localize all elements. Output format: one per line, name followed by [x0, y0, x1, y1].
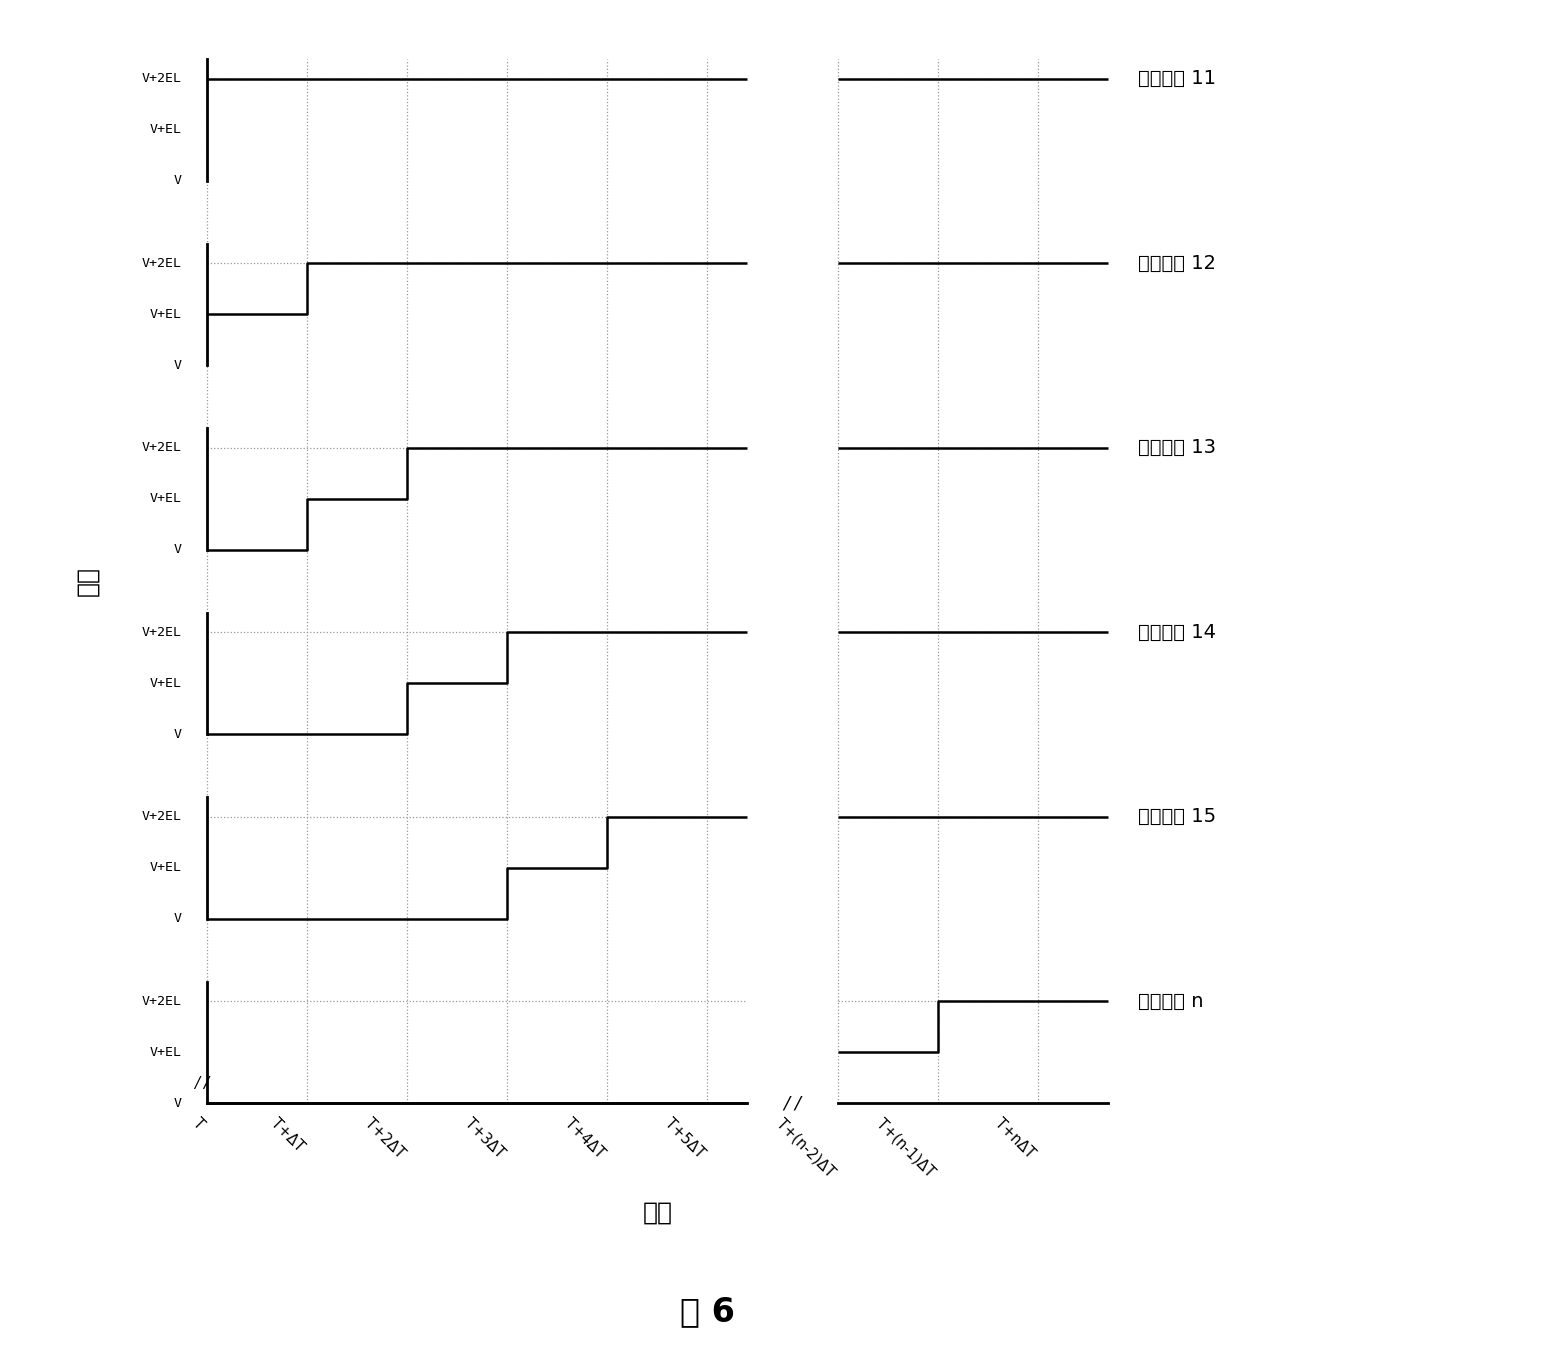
- Text: 漂移电极 12: 漂移电极 12: [1138, 253, 1216, 272]
- Text: T+(n-2)ΔT: T+(n-2)ΔT: [773, 1116, 837, 1179]
- Text: T+5ΔT: T+5ΔT: [662, 1116, 707, 1162]
- Text: 漂移电极 15: 漂移电极 15: [1138, 807, 1216, 826]
- Text: V: V: [174, 175, 182, 187]
- Text: 电压: 电压: [75, 566, 99, 596]
- Text: V+EL: V+EL: [150, 307, 182, 321]
- Text: T+ΔT: T+ΔT: [268, 1116, 307, 1155]
- Text: / /: / /: [784, 1094, 801, 1113]
- Text: V+2EL: V+2EL: [142, 995, 182, 1007]
- Text: T+nΔT: T+nΔT: [992, 1116, 1038, 1162]
- Text: 漂移电极 13: 漂移电极 13: [1138, 439, 1216, 458]
- Text: V+EL: V+EL: [150, 1045, 182, 1059]
- Text: V+EL: V+EL: [150, 677, 182, 689]
- Text: V+2EL: V+2EL: [142, 257, 182, 269]
- Text: T+4ΔT: T+4ΔT: [562, 1116, 607, 1162]
- Text: 漂移电极 14: 漂移电极 14: [1138, 623, 1216, 642]
- Text: V: V: [174, 543, 182, 556]
- Text: V+2EL: V+2EL: [142, 441, 182, 454]
- Text: 时间: 时间: [642, 1201, 673, 1225]
- Text: V: V: [174, 359, 182, 372]
- Text: T+2ΔT: T+2ΔT: [362, 1116, 407, 1162]
- Text: T+(n-1)ΔT: T+(n-1)ΔT: [873, 1116, 937, 1179]
- Text: V: V: [174, 1097, 182, 1110]
- Text: T: T: [189, 1116, 207, 1132]
- Text: / /: / /: [194, 1076, 210, 1091]
- Text: 图 6: 图 6: [681, 1294, 736, 1328]
- Text: V+2EL: V+2EL: [142, 72, 182, 85]
- Text: V+2EL: V+2EL: [142, 810, 182, 823]
- Text: V: V: [174, 728, 182, 741]
- Text: V+EL: V+EL: [150, 493, 182, 505]
- Text: V+EL: V+EL: [150, 861, 182, 875]
- Text: V: V: [174, 913, 182, 925]
- Text: V+2EL: V+2EL: [142, 626, 182, 639]
- Text: 漂移电极 n: 漂移电极 n: [1138, 991, 1203, 1010]
- Text: 漂移电极 11: 漂移电极 11: [1138, 69, 1216, 88]
- Text: T+3ΔT: T+3ΔT: [462, 1116, 507, 1160]
- Text: V+EL: V+EL: [150, 123, 182, 137]
